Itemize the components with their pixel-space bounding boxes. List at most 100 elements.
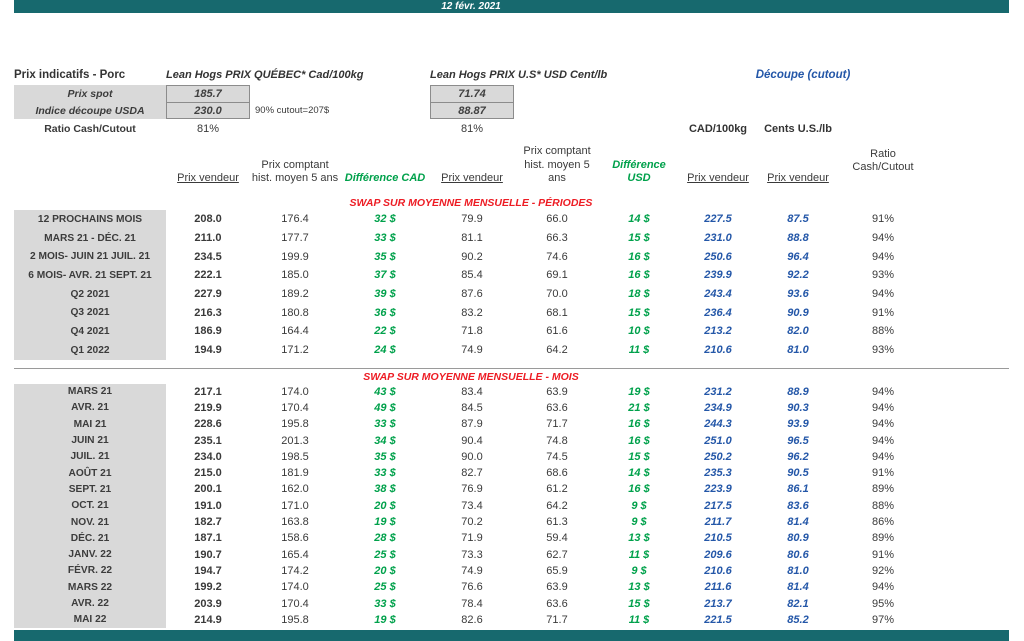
row-label: AOÛT 21 (14, 464, 166, 482)
report-date: 12 févr. 2021 (441, 1, 501, 12)
cutout-us-cell: 82.0 (787, 325, 809, 338)
ratio-cash-cutout-cell: 91% (871, 548, 895, 561)
row-label: AVR. 22 (14, 595, 166, 612)
difference-usd-cell: 19 $ (628, 385, 650, 398)
difference-usd-cell: 16 $ (628, 418, 650, 431)
cutout-us-cell: 87.5 (787, 213, 809, 226)
prix-vendeur-cad-cell: 215.0 (194, 467, 222, 480)
cutout-us-cell: 83.6 (787, 499, 809, 512)
prix-vendeur-cad-cell: 203.9 (194, 597, 222, 610)
ratio-header-line2: Cash/Cutout (852, 161, 914, 173)
prix-vendeur-usd-cell: 74.9 (461, 344, 483, 357)
table-row: JUIN 21 235.1 201.3 34 $ 90.4 74.8 16 $ 251.0 96… (14, 432, 928, 449)
difference-usd-cell: 18 $ (628, 288, 650, 301)
table-row: NOV. 21 182.7 163.8 19 $ 70.2 61.3 9 $ 211.7 81.… (14, 513, 928, 531)
difference-cad-cell: 34 $ (374, 434, 396, 447)
table-row: MARS 22 199.2 174.0 25 $ 76.6 63.9 13 $ 211.6 81… (14, 579, 928, 596)
difference-usd-cell: 11 $ (628, 613, 650, 626)
prix-vendeur-usd-cell: 78.4 (461, 597, 483, 610)
prix-comptant-cad-cell: 170.4 (281, 597, 309, 610)
cutout-us-cell: 96.4 (787, 250, 809, 263)
prix-comptant-cad-cell: 199.9 (281, 250, 309, 263)
difference-cad-cell: 49 $ (374, 401, 396, 414)
prix-comptant-cad-cell: 195.8 (281, 613, 309, 626)
cutout-us-cell: 80.6 (787, 548, 809, 561)
difference-usd-cell: 16 $ (628, 434, 650, 447)
difference-usd-cell: 13 $ (628, 532, 650, 545)
table-row: AVR. 21 219.9 170.4 49 $ 84.5 63.6 21 $ 234.9 90… (14, 399, 928, 417)
prix-comptant-usd-cell: 65.9 (546, 564, 568, 577)
table-row: Q2 2021 227.9 189.2 39 $ 87.6 70.0 18 $ 243.4 93… (14, 284, 928, 304)
prix-vendeur-cad-cell: 234.5 (194, 250, 222, 263)
cutout-us-cell: 81.0 (787, 344, 809, 357)
prix-comptant-usd-cell: 74.6 (546, 250, 568, 263)
cutout-us-cell: 93.9 (787, 418, 809, 431)
cutout-cad-cell: 210.6 (704, 564, 732, 577)
prix-vendeur-usd-cell: 82.6 (461, 613, 483, 626)
col-header-prix-comptant-usd: Prix comptant hist. moyen 5 ans (523, 145, 591, 184)
cutout-us-cell: 96.2 (787, 450, 809, 463)
row-label: FÉVR. 22 (14, 562, 166, 580)
prix-comptant-cad-cell: 201.3 (281, 434, 309, 447)
prix-comptant-usd-cell: 68.1 (546, 306, 568, 319)
ratio-cash-cutout-cell: 89% (871, 483, 895, 496)
ratio-cash-cutout-cell: 91% (871, 213, 895, 226)
difference-cad-cell: 20 $ (374, 499, 396, 512)
prix-vendeur-usd-cell: 76.9 (461, 483, 483, 496)
row-label: Q3 2021 (14, 303, 166, 323)
prix-vendeur-usd-cell: 73.3 (461, 548, 483, 561)
prix-comptant-usd-cell: 63.9 (546, 581, 568, 594)
prix-vendeur-usd-cell: 76.6 (461, 581, 483, 594)
ratio-cash-cutout-cell: 94% (871, 250, 895, 263)
prix-vendeur-cad-cell: 186.9 (194, 325, 222, 338)
table-row: AOÛT 21 215.0 181.9 33 $ 82.7 68.6 14 $ 235.3 90… (14, 464, 928, 482)
row-label: DÉC. 21 (14, 530, 166, 547)
prix-comptant-usd-cell: 61.3 (546, 516, 568, 529)
difference-cad-cell: 24 $ (374, 344, 396, 357)
footer-bar (14, 630, 1009, 641)
col-header-prix-vendeur-usd: Prix vendeur (441, 171, 503, 184)
cutout-cad-cell: 231.2 (704, 385, 732, 398)
cutout-cad-cell: 223.9 (704, 483, 732, 496)
prix-vendeur-cad-cell: 187.1 (194, 532, 222, 545)
prix-comptant-usd-cell: 71.7 (546, 418, 568, 431)
cutout-us-cell: 90.9 (787, 306, 809, 319)
row-label: OCT. 21 (14, 497, 166, 514)
ratio-cash-cutout-cell: 94% (871, 418, 895, 431)
cutout-cad-cell: 227.5 (704, 213, 732, 226)
cutout-cad-cell: 251.0 (704, 434, 732, 447)
cutout-us-cell: 93.6 (787, 288, 809, 301)
difference-usd-cell: 11 $ (628, 344, 650, 357)
difference-cad-cell: 19 $ (374, 516, 396, 529)
ratio-cash-cutout-label: Ratio Cash/Cutout (44, 122, 136, 135)
ratio-cash-cutout-cell: 93% (871, 269, 895, 282)
difference-cad-cell: 33 $ (374, 418, 396, 431)
difference-cad-cell: 20 $ (374, 564, 396, 577)
prix-spot-cad-value: 185.7 (166, 85, 250, 102)
prix-vendeur-usd-cell: 70.2 (461, 516, 483, 529)
col-header-cutout-us-vendeur: Prix vendeur (767, 171, 829, 184)
prix-comptant-usd-cell: 74.5 (546, 450, 568, 463)
prix-vendeur-usd-cell: 71.9 (461, 532, 483, 545)
cutout-cad-cell: 209.6 (704, 548, 732, 561)
prix-comptant-usd-cell: 63.6 (546, 401, 568, 414)
cutout-us-cell: 90.5 (787, 467, 809, 480)
prix-vendeur-usd-cell: 71.8 (461, 325, 483, 338)
section-title-row: SWAP SUR MOYENNE MENSUELLE - MOIS (14, 370, 928, 384)
prix-vendeur-usd-cell: 90.0 (461, 450, 483, 463)
prix-comptant-cad-cell: 185.0 (281, 269, 309, 282)
row-label: MARS 21 - DÉC. 21 (14, 228, 166, 248)
prix-vendeur-usd-cell: 81.1 (461, 232, 483, 245)
prix-comptant-cad-cell: 174.0 (281, 385, 309, 398)
section-periodes: SWAP SUR MOYENNE MENSUELLE - PÉRIODES 12… (14, 195, 928, 360)
cutout-cad-cell: 239.9 (704, 269, 732, 282)
row-label: JUIL. 21 (14, 448, 166, 465)
prix-spot-row: Prix spot 185.7 71.74 (14, 85, 928, 102)
difference-cad-cell: 25 $ (374, 581, 396, 594)
cutout-cad-cell: 211.7 (704, 516, 732, 529)
prix-comptant-cad-cell: 177.7 (281, 232, 309, 245)
difference-usd-cell: 10 $ (628, 325, 650, 338)
difference-cad-cell: 35 $ (374, 450, 396, 463)
column-headers-row: Prix vendeur Prix comptant hist. moyen 5… (14, 137, 928, 187)
row-label: 2 MOIS- JUIN 21 JUIL. 21 (14, 247, 166, 267)
